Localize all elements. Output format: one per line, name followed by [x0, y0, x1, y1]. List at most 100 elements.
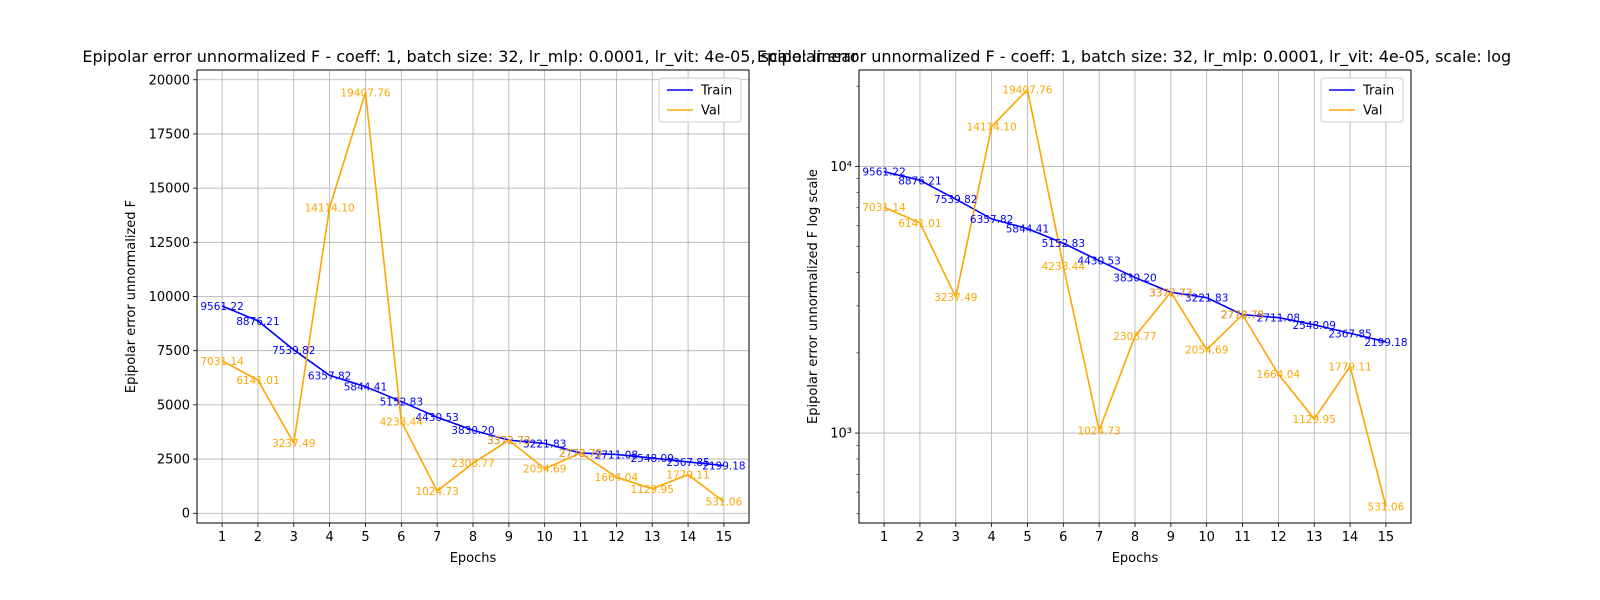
- data-label-train: 7539.82: [934, 194, 977, 206]
- data-label-val: 1129.95: [1293, 414, 1336, 426]
- data-label-train: 5152.83: [1042, 238, 1085, 250]
- data-label-train: 4430.53: [415, 412, 458, 424]
- x-tick-label: 10: [1198, 530, 1215, 545]
- series-line-train: [221, 305, 724, 467]
- legend: Train Val: [658, 77, 742, 123]
- x-tick-label: 9: [1167, 530, 1175, 545]
- data-label-train: 9561.22: [200, 301, 243, 313]
- grid-layer: [859, 70, 1411, 523]
- data-label-train: 3372.73: [1149, 287, 1192, 299]
- data-label-train: 2199.18: [702, 461, 745, 473]
- grid-layer: [197, 70, 749, 523]
- x-tick-label: 5: [1023, 530, 1031, 545]
- data-label-train: 2199.18: [1364, 337, 1407, 349]
- x-tick-label: 14: [680, 530, 697, 545]
- chart-title: Epipolar error unnormalized F - coeff: 1…: [82, 47, 858, 67]
- data-label-train: 3830.20: [1113, 273, 1156, 285]
- data-label-train: 2711.08: [1257, 313, 1300, 325]
- series-layer: [883, 88, 1387, 507]
- data-label-val: 4238.44: [380, 416, 424, 428]
- data-label-val: 2778.79: [1221, 310, 1264, 322]
- data-label-val: 19407.76: [1002, 85, 1052, 97]
- data-label-val: 2054.69: [523, 464, 566, 476]
- legend-label-val: Val: [701, 104, 720, 119]
- legend-box: [658, 77, 742, 123]
- x-tick-label: 13: [1306, 530, 1323, 545]
- data-label-val: 1664.04: [1257, 369, 1301, 381]
- data-label-train: 2367.85: [666, 457, 709, 469]
- x-tick-label: 2: [916, 530, 924, 545]
- legend: Train Val: [1320, 77, 1404, 123]
- x-axis-label: Epochs: [450, 551, 497, 566]
- data-label-val: 7031.14: [200, 356, 244, 368]
- series-line-train: [883, 170, 1387, 343]
- x-tick-label: 9: [505, 530, 513, 545]
- x-tick-label: 8: [1131, 530, 1139, 545]
- data-label-train: 3221.83: [523, 438, 566, 450]
- legend-label-train: Train: [700, 84, 732, 99]
- x-tick-label: 6: [397, 530, 405, 545]
- data-label-train: 2778.79: [1221, 310, 1264, 322]
- data-label-val: 4238.44: [1042, 261, 1086, 273]
- data-label-train: 6357.82: [308, 370, 351, 382]
- data-label-val: 1129.95: [631, 484, 674, 496]
- legend-label-val: Val: [1363, 104, 1382, 119]
- data-label-val: 6141.01: [898, 218, 941, 230]
- y-tick-label: 17500: [149, 127, 190, 142]
- y-tick-label: 15000: [149, 182, 190, 197]
- x-tick-label: 12: [1270, 530, 1287, 545]
- data-label-val: 3372.73: [487, 435, 530, 447]
- x-tick-label: 13: [644, 530, 661, 545]
- data-label-val: 14114.10: [967, 122, 1017, 134]
- x-tick-label: 12: [608, 530, 625, 545]
- data-label-train: 5152.83: [380, 397, 423, 409]
- x-axis-label: Epochs: [1112, 551, 1159, 566]
- data-label-train: 5844.41: [1006, 224, 1049, 236]
- x-tick-label: 3: [952, 530, 960, 545]
- data-label-val: 1024.73: [415, 486, 458, 498]
- data-label-train: 8876.21: [236, 316, 279, 328]
- data-label-val: 1779.11: [666, 470, 709, 482]
- x-tick-label: 7: [1095, 530, 1103, 545]
- data-label-val: 1024.73: [1077, 425, 1120, 437]
- data-label-train: 2548.09: [631, 453, 674, 465]
- y-axis-label: Epipolar error unnormalized F: [124, 200, 139, 393]
- y-tick-label: 0: [182, 507, 190, 522]
- y-tick-label: 10⁴: [830, 160, 852, 175]
- data-label-val: 531.06: [1368, 501, 1405, 513]
- data-label-val: 14114.10: [305, 202, 355, 214]
- data-label-train: 6357.82: [970, 214, 1013, 226]
- x-tick-label: 11: [572, 530, 589, 545]
- x-tick-label: 11: [1234, 530, 1251, 545]
- series-line-val: [883, 88, 1387, 507]
- x-tick-label: 6: [1059, 530, 1067, 545]
- x-tick-label: 1: [880, 530, 888, 545]
- y-tick-label: 10³: [830, 427, 852, 442]
- legend-box: [1320, 77, 1404, 123]
- data-label-train: 8876.21: [898, 175, 941, 187]
- data-label-val: 19407.76: [340, 88, 390, 100]
- x-tick-label: 1: [218, 530, 226, 545]
- y-tick-label: 2500: [157, 453, 190, 468]
- data-label-val: 2308.77: [1113, 331, 1156, 343]
- x-tick-label: 15: [716, 530, 733, 545]
- data-label-train: 4430.53: [1077, 256, 1120, 268]
- x-tick-label: 4: [987, 530, 995, 545]
- y-axis-label: Epipolar error unnormalized F log scale: [806, 169, 821, 424]
- x-tick-label: 14: [1342, 530, 1359, 545]
- y-tick-label: 7500: [157, 344, 190, 359]
- data-label-val: 3237.49: [272, 438, 315, 450]
- y-tick-label: 10000: [149, 290, 190, 305]
- data-label-train: 3830.20: [451, 425, 494, 437]
- data-label-train: 2367.85: [1328, 328, 1371, 340]
- y-tick-label: 12500: [149, 236, 190, 251]
- data-label-train: 3221.83: [1185, 293, 1228, 305]
- data-label-val: 2778.79: [559, 448, 602, 460]
- data-label-train: 9561.22: [862, 167, 905, 179]
- y-tick-label: 20000: [149, 73, 190, 88]
- data-label-val: 2054.69: [1185, 345, 1228, 357]
- data-label-train: 5844.41: [344, 382, 387, 394]
- data-label-train: 2711.08: [595, 449, 638, 461]
